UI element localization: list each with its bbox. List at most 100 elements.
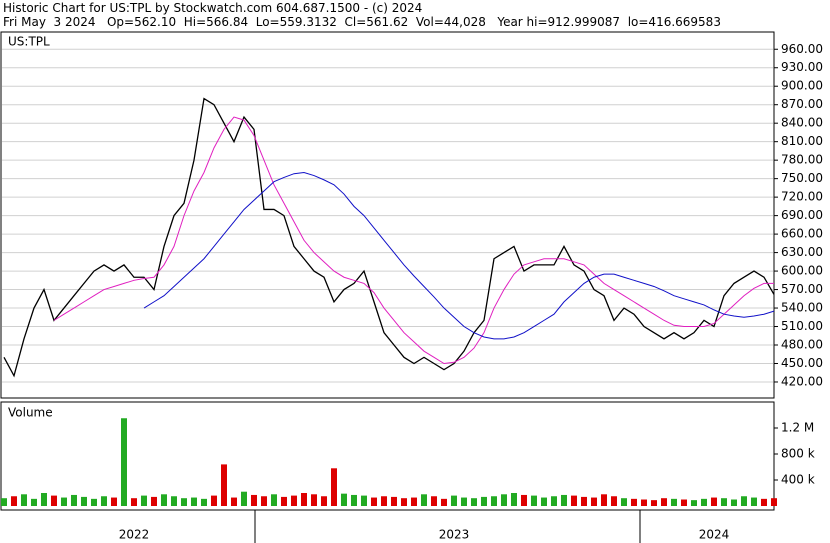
- volume-bar: [21, 494, 27, 506]
- volume-bar: [31, 498, 37, 506]
- y-tick-label: 720.00: [781, 190, 823, 204]
- volume-bar: [231, 497, 237, 506]
- price-line: [3, 97, 775, 378]
- volume-bar: [361, 495, 367, 506]
- volume-bar: [441, 498, 447, 506]
- y-tick-label: 840.00: [781, 116, 823, 130]
- volume-bar: [761, 498, 767, 506]
- volume-bar: [271, 494, 277, 506]
- y-tick-label: 870.00: [781, 97, 823, 111]
- volume-bar: [451, 495, 457, 506]
- volume-label: Volume: [8, 406, 53, 420]
- volume-bar: [151, 496, 157, 506]
- volume-bar: [141, 495, 147, 506]
- y-tick-label: 690.00: [781, 208, 823, 222]
- volume-bar: [161, 494, 167, 506]
- volume-bar: [511, 493, 517, 506]
- y-tick-label: 480.00: [781, 338, 823, 352]
- volume-bar: [661, 498, 667, 506]
- volume-bar: [461, 497, 467, 506]
- volume-bar: [11, 496, 17, 506]
- header-quote: Fri May 3 2024 Op=562.10 Hi=566.84 Lo=55…: [3, 15, 721, 29]
- volume-bar: [721, 498, 727, 506]
- y-tick-label: 420.00: [781, 374, 823, 388]
- volume-frame: [0, 401, 775, 511]
- price-line: [53, 116, 774, 365]
- volume-bar: [301, 493, 307, 506]
- volume-bar: [591, 497, 597, 506]
- volume-bar: [171, 496, 177, 506]
- header-title: Historic Chart for US:TPL by Stockwatch.…: [3, 1, 423, 15]
- volume-bar: [491, 496, 497, 506]
- volume-bar: [731, 499, 737, 506]
- volume-bar: [381, 496, 387, 506]
- y-tick-label: 780.00: [781, 153, 823, 167]
- volume-bar: [691, 500, 697, 506]
- y-tick-label: 400 k: [781, 473, 815, 487]
- volume-bar: [201, 498, 207, 506]
- volume-bar: [611, 496, 617, 506]
- y-tick-label: 570.00: [781, 282, 823, 296]
- volume-bar: [331, 468, 337, 506]
- volume-bar: [711, 497, 717, 506]
- volume-bar: [671, 498, 677, 506]
- volume-bar: [411, 497, 417, 506]
- volume-bar: [401, 498, 407, 506]
- volume-bar: [321, 496, 327, 506]
- y-tick-label: 630.00: [781, 245, 823, 259]
- volume-bar: [541, 497, 547, 506]
- volume-bar: [351, 494, 357, 506]
- volume-bar: [421, 494, 427, 506]
- volume-bar: [561, 494, 567, 506]
- volume-bar: [521, 494, 527, 506]
- volume-bar: [471, 498, 477, 506]
- y-tick-label: 450.00: [781, 356, 823, 370]
- volume-bar: [251, 494, 257, 506]
- volume-bar: [621, 498, 627, 506]
- y-tick-label: 750.00: [781, 171, 823, 185]
- volume-bar: [41, 493, 47, 506]
- volume-bar: [111, 497, 117, 506]
- volume-bar: [241, 491, 247, 506]
- y-tick-label: 510.00: [781, 319, 823, 333]
- volume-bar: [601, 494, 607, 506]
- volume-bar: [631, 498, 637, 506]
- volume-bar: [61, 497, 67, 506]
- volume-bar: [681, 499, 687, 506]
- volume-bar: [701, 498, 707, 506]
- volume-bar: [221, 464, 227, 506]
- x-tick-label: 2023: [439, 528, 470, 542]
- y-tick-label: 660.00: [781, 227, 823, 241]
- volume-bar: [181, 498, 187, 506]
- volume-bar: [211, 495, 217, 506]
- volume-bar: [531, 495, 537, 506]
- price-label: US:TPL: [8, 35, 50, 49]
- volume-bar: [281, 496, 287, 506]
- volume-bar: [651, 500, 657, 506]
- volume-bar: [751, 497, 757, 506]
- volume-bar: [371, 497, 377, 506]
- volume-bar: [571, 495, 577, 506]
- volume-bar: [91, 498, 97, 506]
- x-tick-label: 2024: [699, 528, 730, 542]
- volume-bar: [291, 495, 297, 506]
- volume-bar: [771, 498, 777, 506]
- y-tick-label: 810.00: [781, 134, 823, 148]
- x-tick-label: 2022: [119, 528, 150, 542]
- y-tick-label: 800 k: [781, 447, 815, 461]
- price-frame: [0, 31, 775, 399]
- volume-bar: [551, 496, 557, 506]
- volume-bar: [261, 496, 267, 506]
- volume-bar: [101, 496, 107, 506]
- volume-bar: [341, 493, 347, 506]
- volume-bar: [641, 499, 647, 506]
- volume-bar: [131, 498, 137, 506]
- y-tick-label: 540.00: [781, 301, 823, 315]
- volume-bar: [311, 494, 317, 506]
- volume-bar: [481, 496, 487, 506]
- volume-bar: [431, 496, 437, 506]
- y-tick-label: 960.00: [781, 42, 823, 56]
- volume-bar: [71, 494, 77, 506]
